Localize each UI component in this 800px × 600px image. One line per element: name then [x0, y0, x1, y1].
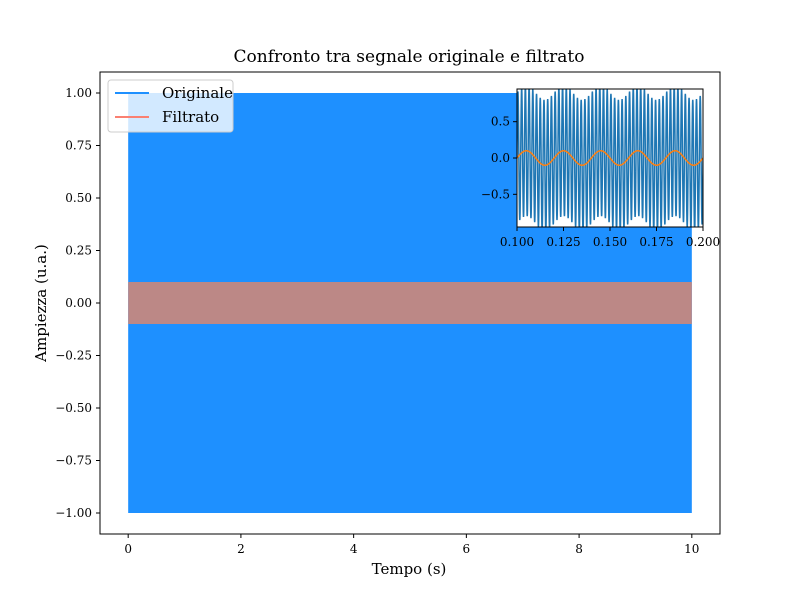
y-tick-label: −0.75 [55, 454, 92, 468]
y-tick-label: −0.25 [55, 349, 92, 363]
x-tick-label: 8 [575, 542, 583, 556]
x-tick-label: 6 [463, 542, 471, 556]
y-axis-label: Ampiezza (u.a.) [32, 244, 50, 363]
x-tick-label: 10 [684, 542, 699, 556]
inset-x-tick-label: 0.175 [639, 235, 673, 249]
y-tick-label: 0.50 [65, 191, 92, 205]
inset-x-tick-label: 0.125 [546, 235, 580, 249]
series-filtrato [128, 282, 692, 324]
y-tick-label: −0.50 [55, 401, 92, 415]
y-tick-label: 1.00 [65, 86, 92, 100]
inset-y-tick-label: −0.5 [481, 187, 510, 201]
inset-x-tick-label: 0.200 [686, 235, 720, 249]
x-tick-label: 2 [237, 542, 245, 556]
y-tick-label: 0.00 [65, 296, 92, 310]
x-tick-label: 0 [124, 542, 132, 556]
main-plot-frame [99, 71, 721, 535]
chart-title: Confronto tra segnale originale e filtra… [234, 47, 585, 67]
y-tick-label: 0.25 [65, 244, 92, 258]
inset-x-tick-label: 0.100 [500, 235, 534, 249]
inset-y-tick-label: 0.5 [491, 115, 510, 129]
x-axis-label: Tempo (s) [372, 560, 447, 578]
legend-label-originale: Originale [162, 84, 233, 102]
y-tick-label: −1.00 [55, 506, 92, 520]
x-tick-label: 4 [350, 542, 358, 556]
legend: Originale Filtrato [107, 79, 234, 133]
inset-y-tick-label: 0.0 [491, 151, 510, 165]
inset-frame [516, 88, 704, 228]
y-tick-label: 0.75 [65, 139, 92, 153]
inset-series-filtrato [517, 149, 703, 167]
inset-plot: 0.100 0.125 0.150 0.175 0.200 −0.5 0.0 0.5 [481, 88, 720, 249]
inset-x-tick-label: 0.150 [593, 235, 627, 249]
legend-label-filtrato: Filtrato [162, 108, 219, 126]
